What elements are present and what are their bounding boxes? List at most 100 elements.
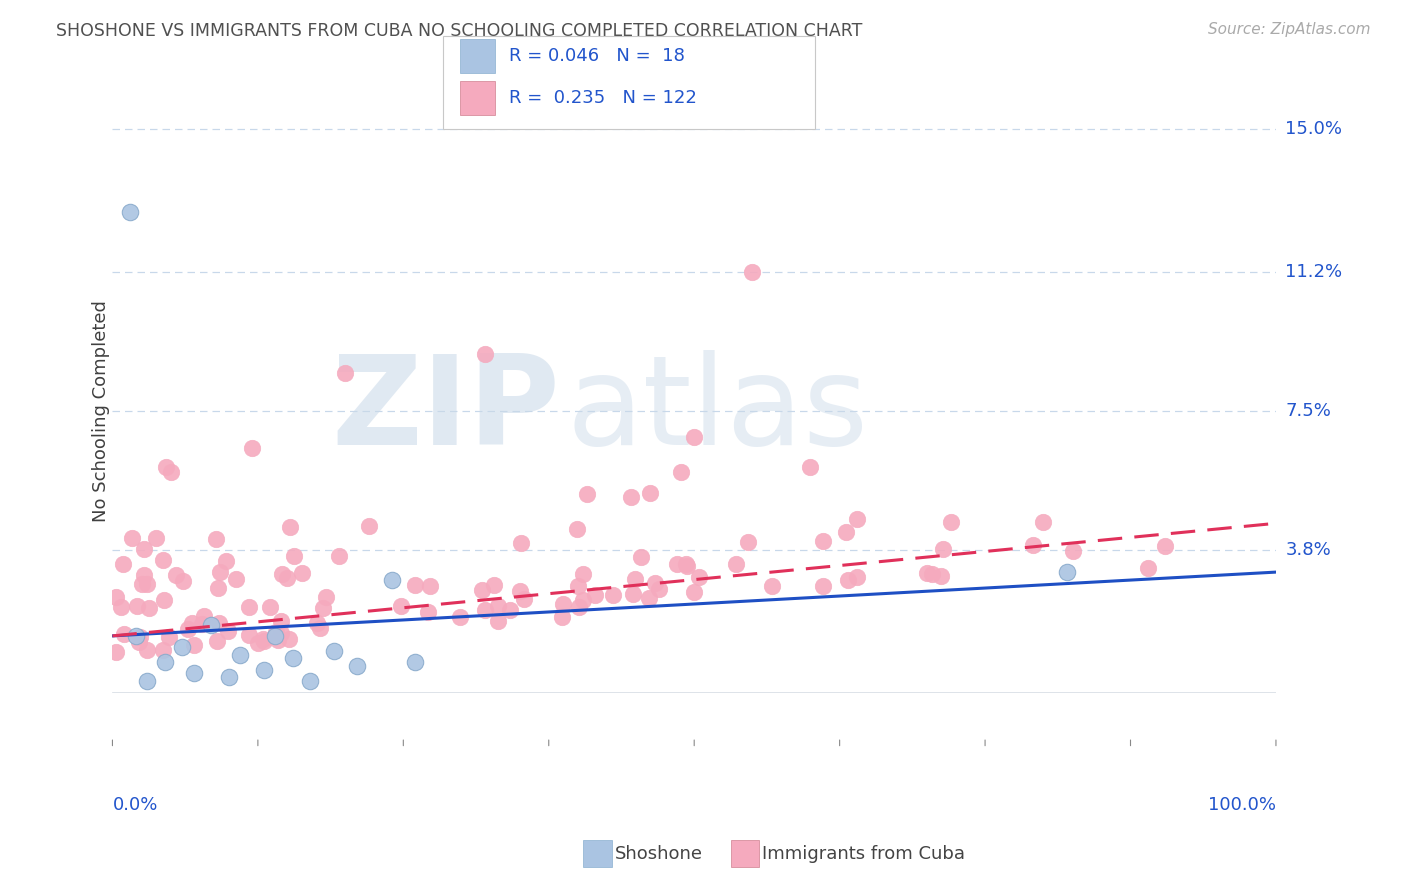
Point	[553, 597, 575, 611]
Point	[932, 541, 955, 556]
Point	[571, 593, 593, 607]
Point	[621, 587, 644, 601]
Point	[112, 627, 135, 641]
Point	[299, 673, 322, 688]
Point	[381, 573, 404, 587]
Point	[264, 625, 287, 640]
Point	[683, 430, 706, 444]
Point	[183, 666, 205, 681]
Point	[111, 558, 134, 572]
Point	[486, 614, 509, 628]
Point	[921, 566, 943, 581]
Point	[252, 633, 274, 648]
Point	[207, 634, 229, 648]
Point	[110, 599, 132, 614]
Point	[799, 460, 821, 475]
Point	[602, 588, 624, 602]
Point	[620, 490, 643, 504]
Point	[551, 609, 574, 624]
Point	[509, 536, 531, 550]
Point	[845, 570, 868, 584]
Point	[270, 625, 292, 640]
Point	[837, 573, 859, 587]
Point	[172, 574, 194, 589]
Point	[565, 522, 588, 536]
Point	[152, 642, 174, 657]
Point	[835, 525, 858, 540]
Point	[741, 265, 763, 279]
Text: 0.0%: 0.0%	[112, 796, 157, 814]
Point	[264, 629, 287, 643]
Point	[583, 588, 606, 602]
Point	[157, 630, 180, 644]
Text: 15.0%: 15.0%	[1285, 120, 1343, 138]
Point	[125, 629, 148, 643]
Point	[138, 601, 160, 615]
Point	[309, 621, 332, 635]
Point	[811, 533, 834, 548]
Point	[1062, 544, 1084, 558]
Point	[1032, 515, 1054, 529]
Point	[153, 655, 176, 669]
Point	[177, 622, 200, 636]
Point	[165, 568, 187, 582]
Point	[105, 645, 128, 659]
Point	[218, 670, 240, 684]
Point	[471, 583, 494, 598]
Point	[191, 617, 214, 632]
Point	[941, 515, 963, 529]
Point	[131, 577, 153, 591]
Point	[159, 466, 181, 480]
Point	[134, 541, 156, 556]
Point	[153, 593, 176, 607]
Point	[136, 577, 159, 591]
Point	[125, 599, 148, 614]
Point	[630, 549, 652, 564]
Text: ZIP: ZIP	[332, 351, 561, 471]
Text: 100.0%: 100.0%	[1208, 796, 1277, 814]
Point	[665, 557, 688, 571]
Point	[404, 578, 426, 592]
Point	[572, 567, 595, 582]
Point	[128, 630, 150, 644]
Point	[929, 568, 952, 582]
Point	[346, 659, 368, 673]
Text: R =  0.235   N = 122: R = 0.235 N = 122	[509, 89, 697, 107]
Point	[512, 591, 534, 606]
Point	[207, 581, 229, 595]
Point	[270, 614, 292, 628]
Point	[675, 558, 697, 573]
Text: 11.2%: 11.2%	[1285, 263, 1343, 281]
Point	[449, 609, 471, 624]
Point	[270, 566, 292, 581]
Point	[357, 518, 380, 533]
Point	[229, 648, 252, 662]
Point	[509, 584, 531, 599]
Point	[568, 600, 591, 615]
Point	[675, 558, 697, 572]
Point	[1022, 538, 1045, 552]
Point	[683, 585, 706, 599]
Point	[644, 575, 666, 590]
Point	[136, 643, 159, 657]
Point	[474, 347, 496, 361]
Point	[145, 531, 167, 545]
Point	[638, 486, 661, 500]
Point	[322, 644, 344, 658]
Point	[136, 673, 159, 688]
Point	[208, 565, 231, 579]
Point	[253, 663, 276, 677]
Point	[281, 651, 304, 665]
Point	[238, 599, 260, 614]
Text: SHOSHONE VS IMMIGRANTS FROM CUBA NO SCHOOLING COMPLETED CORRELATION CHART: SHOSHONE VS IMMIGRANTS FROM CUBA NO SCHO…	[56, 22, 863, 40]
Point	[283, 549, 305, 563]
Point	[152, 552, 174, 566]
Point	[404, 655, 426, 669]
Point	[623, 572, 645, 586]
Point	[486, 599, 509, 613]
Text: 3.8%: 3.8%	[1285, 541, 1331, 558]
Point	[118, 204, 141, 219]
Point	[312, 601, 335, 615]
Point	[389, 599, 412, 614]
Point	[252, 632, 274, 647]
